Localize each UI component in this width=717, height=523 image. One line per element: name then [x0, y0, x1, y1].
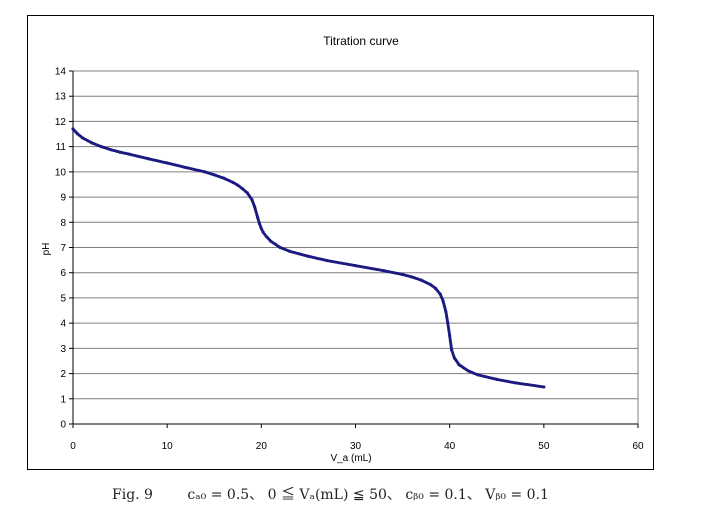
data-point — [259, 225, 263, 229]
data-point — [107, 147, 111, 151]
chart-frame: 0 1 2 3 4 5 6 7 8 9 10 11 12 13 14 0 10 20 30 40 50 60 Titrat… — [27, 15, 654, 470]
data-point — [432, 285, 436, 289]
x-tick-label-60: 60 — [632, 441, 644, 452]
data-point — [239, 186, 243, 190]
data-point — [399, 272, 403, 276]
data-point — [474, 372, 478, 376]
data-point — [447, 332, 451, 336]
data-point — [126, 152, 130, 156]
x-tick-label-0: 0 — [70, 441, 76, 452]
data-points — [71, 127, 546, 389]
grid-lines — [73, 70, 638, 425]
y-tick-label-12: 12 — [55, 117, 67, 128]
y-tick-label-11: 11 — [56, 142, 67, 153]
data-point — [244, 189, 248, 193]
data-point — [234, 182, 238, 186]
figure-label: Fig. 9 — [112, 487, 153, 503]
y-tick-label-4: 4 — [60, 319, 66, 330]
y-tick-label-0: 0 — [60, 420, 66, 431]
data-point — [352, 263, 356, 267]
x-tick-label-20: 20 — [256, 441, 268, 452]
figure-caption: Fig. 9 cₐ₀ = 0.5、 0 ≦ Vₐ(mL) ≦ 50、 cᵦ₀ =… — [112, 484, 672, 508]
x-tick-label-10: 10 — [162, 441, 174, 452]
y-axis-label: pH — [41, 243, 52, 256]
y-tick-label-10: 10 — [55, 167, 67, 178]
y-tick-label-1: 1 — [60, 394, 66, 405]
data-point — [255, 214, 259, 218]
data-point — [260, 228, 264, 232]
data-point — [418, 278, 422, 282]
data-point — [263, 232, 267, 236]
data-point — [277, 245, 281, 249]
y-tick-label-14: 14 — [55, 67, 67, 78]
y-tick-label-2: 2 — [60, 369, 66, 380]
data-point — [201, 169, 205, 173]
data-point — [456, 361, 460, 365]
figure-formula: cₐ₀ = 0.5、 0 ≦ Vₐ(mL) ≦ 50、 cᵦ₀ = 0.1、 V… — [187, 487, 549, 503]
x-tick-label-40: 40 — [444, 441, 456, 452]
y-tick-label-6: 6 — [60, 268, 66, 279]
data-point — [446, 320, 450, 324]
y-tick-label-13: 13 — [55, 92, 67, 103]
y-tick-label-8: 8 — [60, 218, 66, 229]
y-tick-label-7: 7 — [60, 243, 66, 254]
chart-title: Titration curve — [323, 34, 399, 48]
data-point — [79, 135, 83, 139]
data-point — [164, 161, 168, 165]
x-tick-label-50: 50 — [538, 441, 550, 452]
data-point — [211, 172, 215, 176]
data-point — [182, 165, 186, 169]
data-point — [286, 249, 290, 253]
x-tick-label-30: 30 — [350, 441, 362, 452]
data-point — [443, 308, 447, 312]
x-axis-label: V_a (mL) — [330, 453, 371, 464]
data-point — [324, 258, 328, 262]
data-point — [220, 176, 224, 180]
data-point — [408, 275, 412, 279]
data-point — [380, 268, 384, 272]
data-point — [88, 140, 92, 144]
data-point — [465, 368, 469, 372]
y-tick-label-5: 5 — [60, 293, 66, 304]
y-tick-label-9: 9 — [60, 193, 66, 204]
data-point — [117, 150, 121, 154]
data-point — [252, 204, 256, 208]
data-point — [440, 297, 444, 301]
data-point — [268, 238, 272, 242]
data-point — [257, 220, 261, 224]
data-point — [452, 354, 456, 358]
data-point — [512, 381, 516, 385]
data-point — [540, 385, 544, 389]
data-point — [427, 282, 431, 286]
data-point — [145, 156, 149, 160]
data-point — [493, 377, 497, 381]
y-tick-label-3: 3 — [60, 344, 66, 355]
data-point — [249, 196, 253, 200]
data-point — [305, 254, 309, 258]
data-point — [75, 131, 79, 135]
data-point — [98, 144, 102, 148]
data-point — [449, 346, 453, 350]
axes — [69, 70, 639, 428]
data-point — [230, 180, 234, 184]
data-point — [437, 291, 441, 295]
